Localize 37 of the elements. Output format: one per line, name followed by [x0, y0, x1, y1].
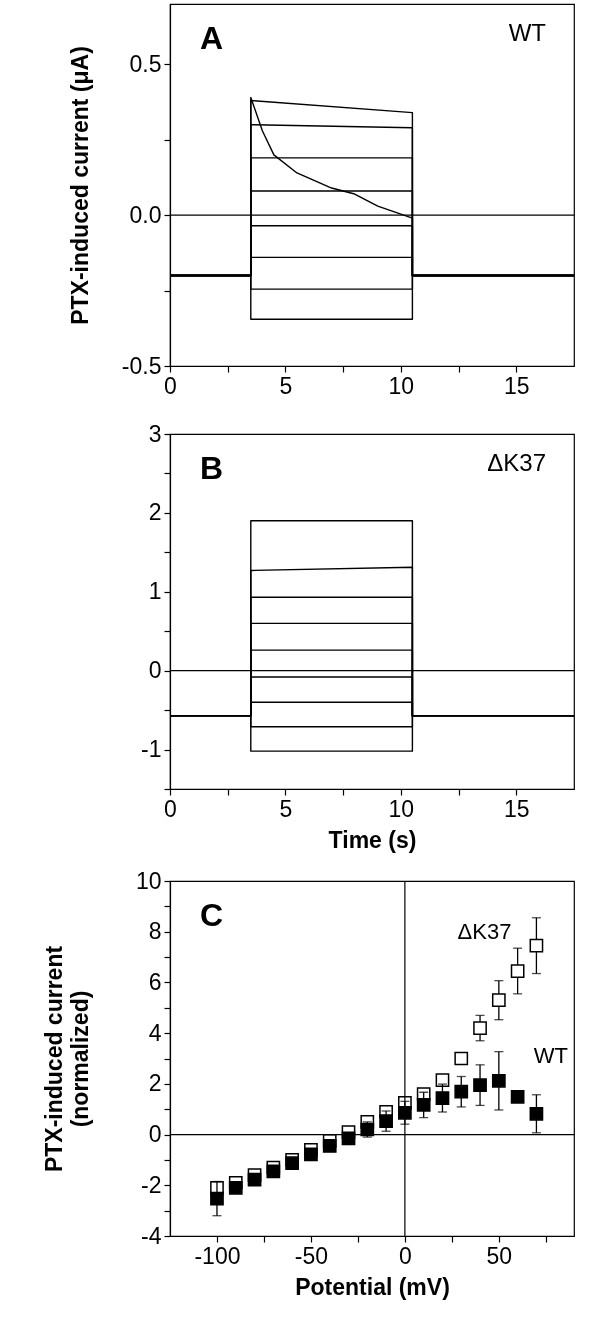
x-tick-label: 10 [388, 372, 415, 399]
y-tick-label: -4 [141, 1222, 162, 1249]
x-axis-title: Potential (mV) [295, 1273, 450, 1300]
y-axis-title: PTX-induced current (normalized) [40, 945, 93, 1173]
y-tick-label: -0.5 [121, 352, 162, 379]
y-tick-label: 2 [148, 499, 162, 526]
x-axis-title: Time (s) [328, 826, 417, 853]
annotation: C [200, 897, 224, 933]
x-tick-label: 5 [279, 372, 293, 399]
y-tick-label: 1 [148, 578, 162, 605]
y-tick-label: 6 [148, 968, 162, 995]
y-tick-label: 2 [148, 1070, 162, 1097]
y-tick-label: 0.0 [129, 201, 162, 228]
y-tick-label: 3 [148, 420, 162, 447]
y-tick-label: 4 [148, 1019, 162, 1046]
x-tick-label: 50 [486, 1242, 513, 1269]
series-label: WT [533, 1042, 569, 1068]
y-axis-title: PTX-induced current (μA) [66, 46, 93, 325]
x-tick-label: 0 [398, 1242, 412, 1269]
annotation: WT [508, 19, 547, 46]
x-tick-label: 10 [388, 795, 415, 822]
y-tick-label: -1 [141, 736, 162, 763]
y-tick-label: 0.5 [129, 50, 162, 77]
x-tick-label: 5 [279, 795, 293, 822]
y-tick-label: 0 [148, 657, 162, 684]
y-tick-label: 0 [148, 1121, 162, 1148]
y-tick-label: -2 [141, 1171, 162, 1198]
annotation: ΔK37 [487, 449, 546, 476]
x-tick-label: -50 [294, 1242, 329, 1269]
annotation: B [200, 450, 224, 486]
annotation: A [200, 20, 224, 56]
x-tick-label: -100 [194, 1242, 241, 1269]
series-label: ΔK37 [457, 918, 512, 944]
y-tick-label: 8 [148, 918, 162, 945]
x-tick-label: 15 [503, 795, 530, 822]
y-tick-label: 10 [135, 867, 162, 894]
x-tick-label: 15 [503, 372, 530, 399]
